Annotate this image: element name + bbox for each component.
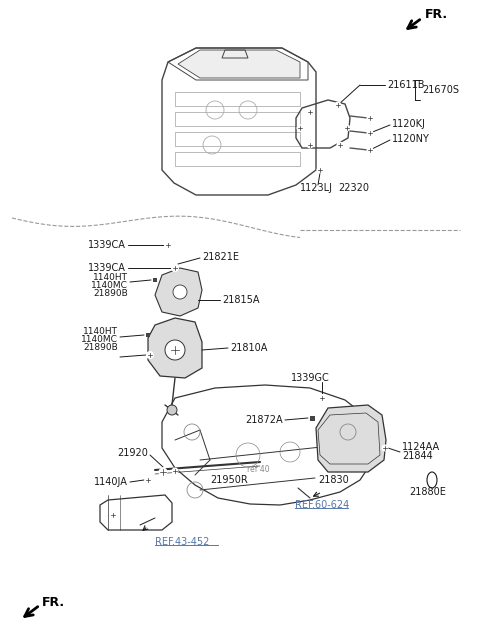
Text: FR.: FR. bbox=[42, 596, 65, 609]
Circle shape bbox=[335, 102, 341, 108]
Polygon shape bbox=[148, 318, 202, 378]
Circle shape bbox=[367, 147, 373, 153]
Circle shape bbox=[172, 468, 178, 474]
Text: 21830: 21830 bbox=[318, 475, 349, 485]
Text: 1124AA: 1124AA bbox=[402, 442, 440, 452]
Polygon shape bbox=[316, 405, 386, 472]
Bar bbox=[146, 333, 150, 337]
Circle shape bbox=[169, 344, 181, 356]
Circle shape bbox=[165, 340, 185, 360]
Circle shape bbox=[297, 125, 303, 131]
Text: REF.60-624: REF.60-624 bbox=[295, 500, 349, 510]
Circle shape bbox=[173, 285, 187, 299]
Text: 1123LJ: 1123LJ bbox=[300, 183, 333, 193]
Circle shape bbox=[171, 265, 179, 272]
Bar bbox=[153, 278, 157, 282]
Text: 21810A: 21810A bbox=[230, 343, 267, 353]
Text: 21950R: 21950R bbox=[210, 475, 248, 485]
Bar bbox=[310, 415, 314, 421]
Text: 1339CA: 1339CA bbox=[88, 240, 126, 250]
Circle shape bbox=[317, 167, 323, 173]
Circle shape bbox=[337, 142, 343, 148]
Text: ref 40: ref 40 bbox=[247, 465, 269, 474]
Bar bbox=[175, 132, 300, 146]
Text: 1140HT: 1140HT bbox=[83, 327, 118, 336]
Text: 1339CA: 1339CA bbox=[88, 263, 126, 273]
Text: 1140HT: 1140HT bbox=[93, 272, 128, 281]
Text: FR.: FR. bbox=[425, 8, 448, 21]
Text: 21844: 21844 bbox=[402, 451, 433, 461]
Circle shape bbox=[159, 468, 167, 476]
Text: 1120KJ: 1120KJ bbox=[392, 119, 426, 129]
Text: 21872A: 21872A bbox=[245, 415, 283, 425]
Circle shape bbox=[307, 109, 313, 115]
Polygon shape bbox=[178, 50, 300, 78]
Text: 1140MC: 1140MC bbox=[81, 336, 118, 345]
Circle shape bbox=[145, 477, 151, 483]
Text: 21821E: 21821E bbox=[202, 252, 239, 262]
Bar bbox=[175, 92, 300, 106]
Text: 1140JA: 1140JA bbox=[94, 477, 128, 487]
Circle shape bbox=[367, 130, 373, 136]
Circle shape bbox=[382, 445, 388, 451]
Text: 21815A: 21815A bbox=[222, 295, 260, 305]
Circle shape bbox=[319, 394, 325, 401]
Circle shape bbox=[344, 125, 350, 131]
Text: 21611B: 21611B bbox=[387, 80, 424, 90]
Polygon shape bbox=[155, 268, 202, 316]
Circle shape bbox=[146, 352, 154, 358]
Bar bbox=[175, 112, 300, 126]
Text: 1140MC: 1140MC bbox=[91, 281, 128, 290]
Text: 21920: 21920 bbox=[117, 448, 148, 458]
Text: 21890B: 21890B bbox=[93, 288, 128, 297]
Circle shape bbox=[109, 512, 117, 519]
Circle shape bbox=[167, 405, 177, 415]
Text: REF.43-452: REF.43-452 bbox=[155, 537, 209, 547]
Circle shape bbox=[165, 241, 171, 248]
Text: 21670S: 21670S bbox=[422, 85, 459, 95]
Bar bbox=[175, 152, 300, 166]
Text: 21880E: 21880E bbox=[409, 487, 446, 497]
Text: 1339GC: 1339GC bbox=[290, 373, 329, 383]
Circle shape bbox=[307, 142, 313, 148]
Text: 21890B: 21890B bbox=[83, 343, 118, 352]
Text: 1120NY: 1120NY bbox=[392, 134, 430, 144]
Text: 22320: 22320 bbox=[338, 183, 369, 193]
Circle shape bbox=[367, 115, 373, 121]
